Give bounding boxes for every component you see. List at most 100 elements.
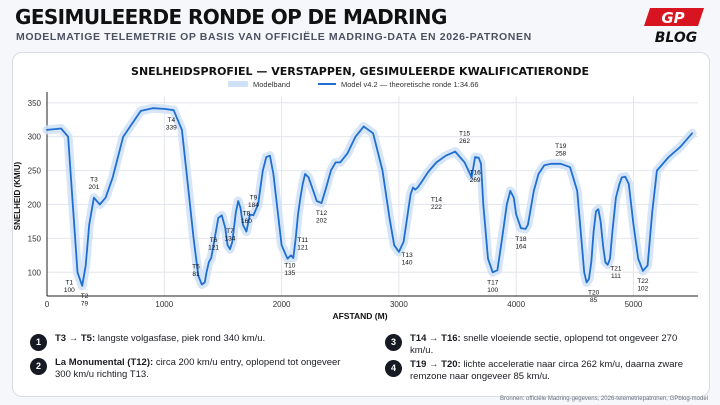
corner-name: T20 [588,289,600,296]
corner-name: T11 [297,237,308,244]
corner-name: T1 [65,279,73,286]
corner-speed: 79 [81,300,89,307]
corner-name: T19 [555,143,567,150]
note-text-2: circa 200 km/u entry, oplopend tot ongev… [55,357,341,380]
corner-label-t16: T16 269 [470,169,482,184]
corner-label-t6: T6 121 [208,237,219,252]
corner-name: T15 [459,131,471,138]
corner-name: T17 [487,279,499,286]
corner-speed: 100 [487,287,498,294]
note-1: 1 T3 → T5: langste volgasfase, piek rond… [30,333,350,351]
corner-label-t19: T19 258 [555,143,567,158]
y-tick-label: 200 [28,200,42,209]
legend-band-label: Modelband [253,80,290,89]
note-head-3: T14 → T16: [410,333,461,344]
corner-speed: 121 [297,245,308,252]
corner-label-t14: T14 222 [431,197,443,212]
note-number-3: 3 [385,334,402,351]
gpblog-logo: GP BLOG [644,8,704,46]
corner-name: T6 [210,237,218,244]
legend-band-swatch [228,81,248,87]
corner-name: T10 [284,262,296,269]
corner-speed: 258 [555,150,566,157]
x-tick-label: 3000 [390,300,408,309]
corner-name: T9 [250,194,258,201]
note-text-3: snelle vloeiende sectie, oplopend tot on… [410,333,678,356]
page-title: GESIMULEERDE RONDE OP DE MADRING [15,5,447,29]
x-tick-label: 1000 [155,300,173,309]
x-tick-label: 5000 [625,300,643,309]
corner-label-t22: T22 102 [637,278,649,293]
notes-panel: 1 T3 → T5: langste volgasfase, piek rond… [20,325,700,391]
speed-line [46,107,693,287]
y-tick-label: 350 [28,99,42,108]
corner-name: T7 [226,228,234,235]
corner-name: T8 [243,211,251,218]
corner-label-t13: T13 140 [402,252,414,267]
note-head-4: T19 → T20: [410,359,461,370]
note-number-2: 2 [30,358,47,375]
note-text-1: langste volgasfase, piek rond 340 km/u. [97,333,266,344]
corner-name: T12 [316,210,328,217]
corner-speed: 135 [284,270,295,277]
y-tick-label: 150 [28,234,42,243]
corner-speed: 164 [515,243,526,250]
note-3: 3 T14 → T16: snelle vloeiende sectie, op… [385,333,685,356]
corner-label-t11: T11 121 [297,237,308,252]
page-subtitle: MODELMATIGE TELEMETRIE OP BASIS VAN OFFI… [16,31,532,43]
corner-name: T16 [470,169,482,176]
corner-speed: 100 [64,287,75,294]
corner-label-t20: T20 85 [588,289,600,304]
corner-name: T21 [610,266,622,273]
corner-label-t8: T8 160 [241,211,252,226]
corner-name: T4 [168,117,176,124]
corner-speed: 134 [225,236,236,243]
corner-speed: 121 [208,245,219,252]
corner-name: T18 [515,236,527,243]
note-number-4: 4 [385,360,402,377]
corner-speed: 184 [248,202,259,209]
corner-name: T13 [402,252,414,259]
corner-label-t9: T9 184 [248,194,259,209]
corner-label-t2: T2 79 [81,293,89,308]
corner-speed: 140 [402,260,413,267]
x-tick-label: 2000 [273,300,291,309]
corner-label-t15: T15 262 [459,131,471,146]
note-2: 2 La Monumental (T12): circa 200 km/u en… [30,357,350,380]
corner-speed: 201 [88,184,99,191]
corner-name: T22 [637,278,649,285]
corner-speed: 102 [637,285,648,292]
corner-speed: 262 [459,138,470,145]
y-tick-label: 100 [28,268,42,277]
corner-speed: 85 [590,297,598,304]
corner-label-t3: T3 201 [88,177,99,192]
corner-label-t5: T5 81 [192,263,200,278]
model-band [42,103,697,291]
y-tick-label: 250 [28,167,42,176]
logo-bottom-text: BLOG [655,30,698,46]
x-tick-label: 4000 [507,300,525,309]
y-axis-label: SNELHEID (KM/U) [13,161,22,230]
source-text: Bronnen: officiële Madring-gegevens, 202… [499,396,708,402]
logo-top-text: GP [661,9,684,27]
corner-label-t12: T12 202 [316,210,328,225]
corner-label-t21: T21 111 [610,266,622,281]
note-head-1: T3 → T5: [55,333,96,344]
y-tick-label: 300 [28,133,42,142]
corner-name: T14 [431,197,443,204]
x-axis-label: AFSTAND (M) [332,311,387,321]
legend-line-label: Model v4.2 — theoretische ronde 1:34.66 [341,80,479,89]
corner-name: T2 [81,293,89,300]
note-4: 4 T19 → T20: lichte acceleratie naar cir… [385,359,685,382]
corner-label-t17: T17 100 [487,279,499,294]
speed-chart: SNELHEIDSPROFIEL — VERSTAPPEN, GESIMULEE… [13,65,698,321]
corner-label-t18: T18 164 [515,236,527,251]
corner-label-t1: T1 100 [64,279,75,294]
corner-speed: 222 [431,204,442,211]
corner-label-t10: T10 135 [284,262,296,277]
corner-speed: 269 [470,177,481,184]
x-tick-label: 0 [45,300,50,309]
chart-title: SNELHEIDSPROFIEL — VERSTAPPEN, GESIMULEE… [131,65,589,78]
corner-speed: 202 [316,218,327,225]
corner-speed: 81 [192,271,200,278]
